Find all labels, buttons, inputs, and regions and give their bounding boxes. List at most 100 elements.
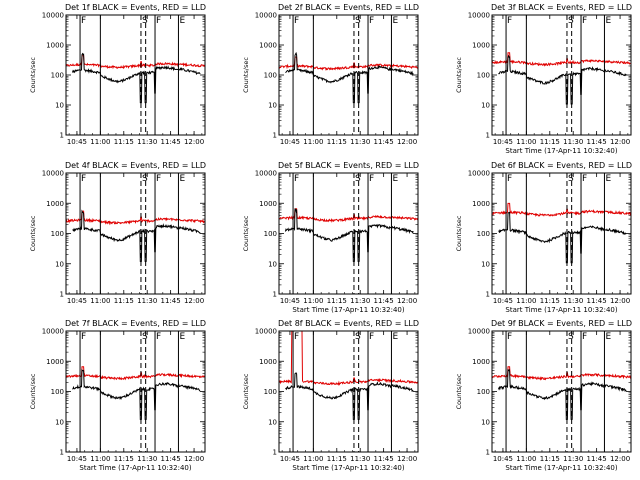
marker-label: S	[142, 16, 148, 26]
plot-frame	[65, 330, 206, 453]
lld-series-line	[278, 208, 419, 223]
y-tick-label: 10	[268, 260, 277, 268]
y-tick-label: 10	[268, 418, 277, 426]
x-tick-label: 11:15	[327, 455, 347, 463]
panel-title: Det 4f BLACK = Events, RED = LLD	[65, 161, 206, 170]
marker-label: F	[369, 174, 374, 184]
lld-series-line	[491, 202, 632, 217]
panel-title: Det 9f BLACK = Events, RED = LLD	[491, 319, 632, 328]
y-tick-label: 10000	[255, 328, 277, 336]
x-tick-label: 11:45	[161, 455, 181, 463]
x-tick-label: 11:45	[161, 138, 181, 146]
y-tick-label: 1	[273, 291, 277, 299]
panel-9: Det 9f BLACK = Events, RED = LLD 1 10 100 10…	[455, 319, 632, 472]
marker-label: S	[142, 332, 148, 342]
y-tick-label: 1000	[472, 358, 490, 366]
x-axis-label: Start Time (17-Apr-11 10:32:40)	[292, 464, 404, 472]
y-tick-label: 10	[55, 102, 64, 110]
marker-label: F	[582, 174, 587, 184]
y-tick-label: 1000	[259, 42, 277, 50]
x-tick-label: 12:00	[610, 297, 630, 305]
y-tick-label: 1	[60, 132, 64, 140]
x-tick-label: 12:00	[397, 455, 417, 463]
x-axis-label: Start Time (17-Apr-11 10:32:40)	[292, 306, 404, 314]
marker-label: F	[507, 16, 512, 26]
y-tick-label: 10000	[255, 170, 277, 178]
x-tick-label: 11:15	[114, 138, 134, 146]
events-series-line	[71, 52, 201, 104]
y-tick-label: 1000	[259, 200, 277, 208]
x-tick-label: 11:30	[137, 138, 157, 146]
y-tick-label: 100	[264, 388, 277, 396]
x-tick-label: 10:45	[280, 138, 300, 146]
x-tick-label: 10:45	[280, 455, 300, 463]
plot-frame	[278, 14, 419, 136]
y-tick-label: 10000	[468, 170, 490, 178]
marker-label: F	[81, 174, 86, 184]
panel-title: Det 2f BLACK = Events, RED = LLD	[278, 3, 419, 12]
marker-label: S	[568, 174, 574, 184]
x-tick-label: 11:30	[350, 455, 370, 463]
marker-label: F	[294, 16, 299, 26]
x-tick-label: 11:30	[350, 297, 370, 305]
x-tick-label: 10:45	[493, 138, 513, 146]
x-tick-label: 10:45	[67, 138, 87, 146]
x-tick-label: 11:45	[587, 297, 607, 305]
x-tick-label: 11:00	[303, 138, 323, 146]
marker-label: E	[392, 174, 398, 184]
marker-label: F	[582, 16, 587, 26]
y-tick-label: 1	[273, 449, 277, 457]
lld-series-line	[65, 210, 206, 226]
x-axis-label: Start Time (17-Apr-11 10:32:40)	[505, 147, 617, 155]
x-tick-label: 11:30	[350, 138, 370, 146]
y-tick-label: 10000	[468, 12, 490, 20]
marker-label: F	[156, 174, 161, 184]
x-tick-label: 11:15	[327, 138, 347, 146]
x-tick-label: 12:00	[397, 297, 417, 305]
panel-title: Det 6f BLACK = Events, RED = LLD	[491, 161, 632, 170]
panel-title: Det 8f BLACK = Events, RED = LLD	[278, 319, 419, 328]
y-tick-label: 10	[481, 102, 490, 110]
x-tick-label: 10:45	[280, 297, 300, 305]
y-tick-label: 1000	[472, 42, 490, 50]
y-tick-label: 10000	[42, 170, 64, 178]
x-tick-label: 11:15	[327, 297, 347, 305]
y-tick-label: 1	[273, 132, 277, 140]
marker-label: E	[392, 332, 398, 342]
panel-title: Det 5f BLACK = Events, RED = LLD	[278, 161, 419, 170]
marker-label: F	[507, 174, 512, 184]
lld-series-line	[278, 56, 419, 71]
y-axis-label: Counts/sec	[455, 57, 463, 93]
marker-label: F	[156, 16, 161, 26]
marker-label: F	[81, 332, 86, 342]
x-tick-label: 11:45	[374, 297, 394, 305]
y-axis-label: Counts/sec	[29, 373, 37, 409]
y-axis-label: Counts/sec	[242, 373, 250, 409]
x-tick-label: 12:00	[184, 138, 204, 146]
x-axis-label: Start Time (17-Apr-11 10:32:40)	[505, 464, 617, 472]
y-tick-label: 1000	[46, 200, 64, 208]
events-series-line	[285, 51, 414, 104]
x-tick-label: 10:45	[493, 455, 513, 463]
y-tick-label: 100	[264, 230, 277, 238]
x-tick-label: 11:45	[161, 297, 181, 305]
x-tick-label: 11:45	[374, 138, 394, 146]
x-tick-label: 11:15	[540, 455, 560, 463]
panel-4: Det 4f BLACK = Events, RED = LLD 1 10 100 10…	[29, 161, 206, 305]
y-axis-label: Counts/sec	[455, 215, 463, 251]
lld-series-line	[65, 366, 206, 381]
marker-label: S	[568, 332, 574, 342]
x-tick-label: 11:30	[137, 455, 157, 463]
y-axis-label: Counts/sec	[455, 373, 463, 409]
marker-label: F	[294, 332, 299, 342]
y-tick-label: 1000	[46, 42, 64, 50]
x-tick-label: 11:15	[114, 455, 134, 463]
x-axis-label: Start Time (17-Apr-11 10:32:40)	[79, 464, 191, 472]
marker-label: E	[179, 332, 185, 342]
y-tick-label: 1000	[259, 358, 277, 366]
x-tick-label: 10:45	[67, 455, 87, 463]
x-tick-label: 12:00	[184, 455, 204, 463]
y-tick-label: 100	[477, 388, 490, 396]
panel-title: Det 3f BLACK = Events, RED = LLD	[491, 3, 632, 12]
